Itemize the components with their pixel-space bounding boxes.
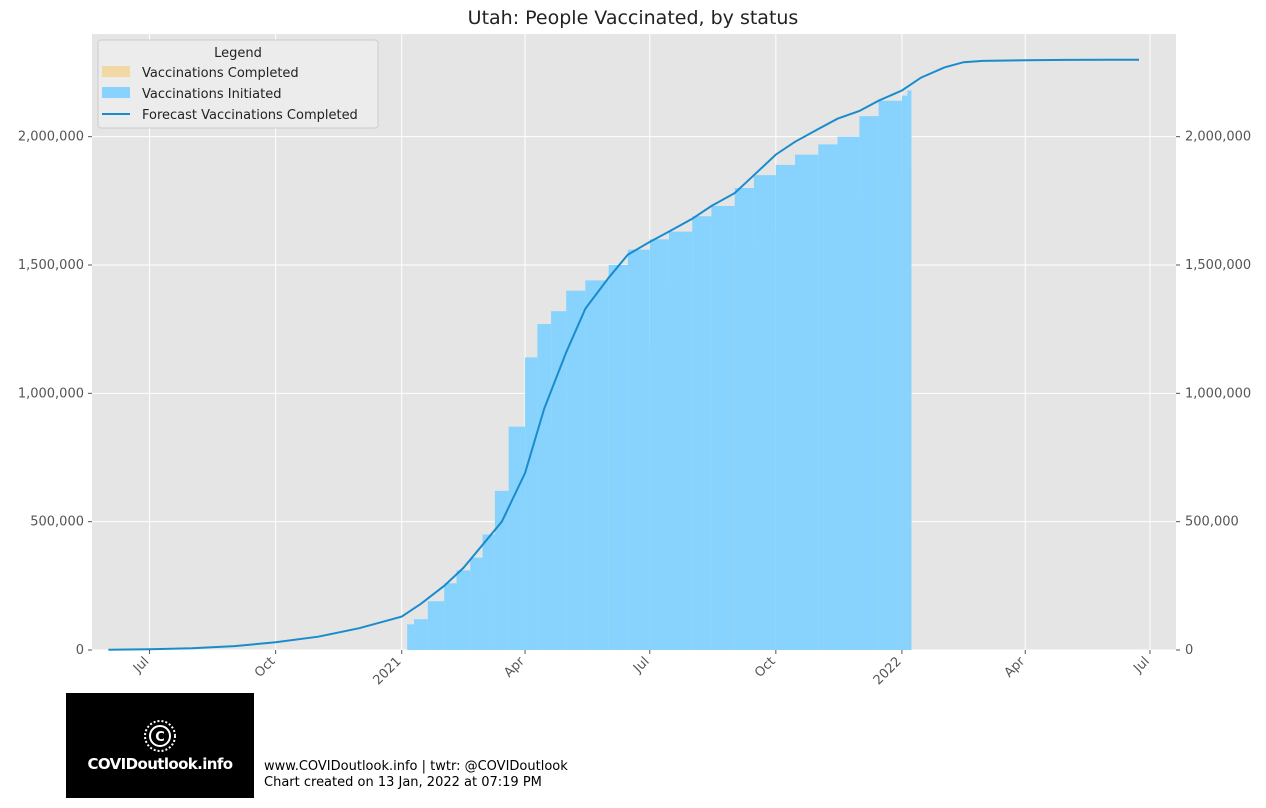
bar-initiated [711, 205, 735, 650]
legend: Legend Vaccinations Completed Vaccinatio… [97, 39, 379, 129]
x-axis: Jul Oct 2021 Apr Jul Oct 2022 Apr Jul [130, 650, 1153, 688]
bar-initiated [414, 619, 428, 650]
bar-initiated [585, 280, 609, 650]
forecast-line-group [108, 58, 1139, 651]
bar-initiated [753, 175, 776, 650]
y-tick-label-left: 2,000,000 [18, 130, 84, 145]
x-tick-label: Oct [752, 654, 779, 681]
y-tick-label-right: 500,000 [1185, 515, 1239, 530]
bar-initiated [795, 154, 819, 650]
logo: C COVIDoutlook.info [66, 693, 254, 798]
y-tick-label-right: 1,500,000 [1185, 258, 1251, 273]
y-tick-label-left: 1,500,000 [18, 258, 84, 273]
x-tick-label: Apr [1002, 654, 1029, 681]
bar-initiated [649, 239, 669, 651]
y-tick-label-right: 0 [1185, 643, 1193, 658]
bar-initiated [907, 90, 912, 650]
y-tick-label-right: 2,000,000 [1185, 130, 1251, 145]
bar-initiated [494, 490, 509, 650]
logo-text: COVIDoutlook.info [87, 755, 233, 773]
bar-initiated [608, 265, 628, 650]
bar-initiated [775, 164, 796, 650]
bar-initiated [818, 144, 838, 650]
y-axis-right: 0 500,000 1,000,000 1,500,000 2,000,000 [1176, 130, 1251, 658]
x-tick-label: Jul [1130, 654, 1152, 676]
bar-initiated [427, 601, 445, 650]
y-tick-label-right: 1,000,000 [1185, 386, 1251, 401]
bar-initiated [859, 116, 879, 651]
y-tick-label-left: 500,000 [30, 515, 84, 530]
initiated-bars [407, 90, 912, 651]
bar-initiated [537, 324, 552, 650]
x-tick-label: Jul [630, 654, 652, 676]
x-tick-label: Apr [501, 654, 528, 681]
x-tick-label: Oct [252, 654, 279, 681]
x-tick-label: Jul [130, 654, 152, 676]
bar-initiated [551, 311, 567, 650]
chart-title: Utah: People Vaccinated, by status [468, 7, 799, 29]
y-tick-label-left: 1,000,000 [18, 386, 84, 401]
legend-swatch-completed [102, 66, 130, 77]
footer-line-1: www.COVIDoutlook.info | twtr: @COVIDoutl… [264, 759, 568, 774]
legend-label-completed: Vaccinations Completed [142, 66, 299, 81]
bar-initiated [627, 249, 650, 650]
bar-initiated [456, 570, 471, 650]
covid-c-logo-icon: C [144, 720, 176, 752]
bar-initiated [444, 583, 457, 650]
bar-initiated [734, 188, 754, 650]
forecast-line [108, 58, 1139, 651]
bar-initiated [837, 136, 860, 650]
legend-title: Legend [214, 46, 262, 61]
legend-swatch-initiated [102, 87, 130, 98]
footer: www.COVIDoutlook.info | twtr: @COVIDoutl… [264, 759, 568, 791]
bar-initiated [878, 100, 902, 650]
y-axis-left: 0 500,000 1,000,000 1,500,000 2,000,000 [18, 130, 92, 658]
x-tick-label: 2022 [871, 654, 905, 688]
legend-label-forecast: Forecast Vaccinations Completed [142, 108, 358, 123]
bar-initiated [482, 534, 495, 650]
bar-initiated [901, 95, 908, 651]
y-tick-label-left: 0 [76, 643, 84, 658]
bar-initiated [525, 357, 538, 650]
x-tick-label: 2021 [371, 654, 405, 688]
svg-text:C: C [155, 730, 165, 745]
footer-line-2: Chart created on 13 Jan, 2022 at 07:19 P… [264, 775, 542, 790]
bar-initiated [566, 290, 586, 650]
bar-initiated [508, 426, 526, 650]
bar-initiated [407, 624, 415, 650]
bar-initiated [668, 231, 693, 650]
legend-label-initiated: Vaccinations Initiated [142, 87, 281, 102]
bar-initiated [692, 216, 712, 650]
bar-initiated [470, 557, 483, 650]
